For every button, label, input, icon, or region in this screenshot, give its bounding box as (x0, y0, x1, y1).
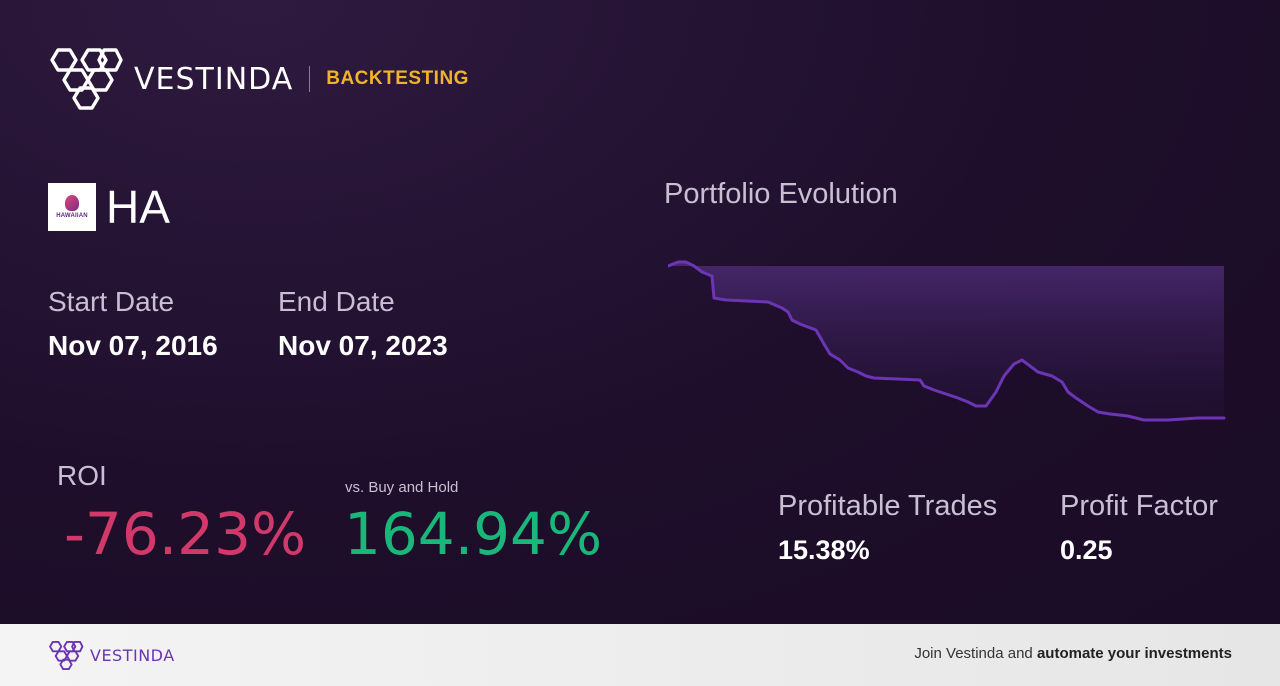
chart-line (668, 260, 1226, 422)
end-date: End Date Nov 07, 2023 (278, 286, 448, 362)
chart-area (668, 262, 1224, 420)
profitable-trades-label: Profitable Trades (778, 490, 998, 522)
company-logo-text: HAWAIIAN (56, 213, 88, 219)
hawaiian-flower-icon (65, 195, 79, 211)
vs-buy-hold-label: vs. Buy and Hold (345, 479, 459, 496)
start-date: Start Date Nov 07, 2016 (48, 286, 218, 362)
footer-brand-name: VESTINDA (90, 646, 175, 665)
vestinda-logo-icon (50, 48, 123, 110)
section-label: BACKTESTING (326, 68, 469, 89)
profit-factor: Profit Factor 0.25 (1060, 490, 1218, 566)
footer-brand[interactable]: VESTINDA (48, 640, 175, 671)
brand-name: VESTINDA (134, 61, 294, 97)
ticker-symbol: HA (106, 181, 170, 233)
profit-factor-label: Profit Factor (1060, 490, 1218, 522)
backtest-card: VESTINDA BACKTESTING HAWAIIAN HA Start D… (0, 0, 1280, 624)
end-date-label: End Date (278, 286, 395, 317)
portfolio-evolution-chart (668, 260, 1226, 422)
header: VESTINDA BACKTESTING (48, 46, 469, 112)
footer-cta[interactable]: Join Vestinda and automate your investme… (914, 645, 1232, 662)
footer-cta-prefix: Join Vestinda and (914, 645, 1033, 662)
footer-cta-bold: automate your investments (1036, 645, 1232, 662)
start-date-label: Start Date (48, 286, 175, 317)
roi-value: -76.23% (64, 500, 307, 568)
profitable-trades-value: 15.38% (778, 535, 870, 565)
vs-buy-hold-value: 164.94% (344, 500, 603, 568)
profit-factor-value: 0.25 (1060, 535, 1113, 565)
vestinda-logo-icon (49, 640, 84, 671)
roi-label: ROI (57, 460, 107, 491)
footer: VESTINDA Join Vestinda and automate your… (0, 624, 1280, 686)
start-date-value: Nov 07, 2016 (48, 330, 218, 361)
ticker: HAWAIIAN HA (48, 180, 170, 234)
end-date-value: Nov 07, 2023 (278, 330, 448, 361)
header-divider (309, 66, 311, 92)
chart-title: Portfolio Evolution (664, 178, 898, 210)
company-logo: HAWAIIAN (48, 183, 96, 231)
profitable-trades: Profitable Trades 15.38% (778, 490, 997, 566)
